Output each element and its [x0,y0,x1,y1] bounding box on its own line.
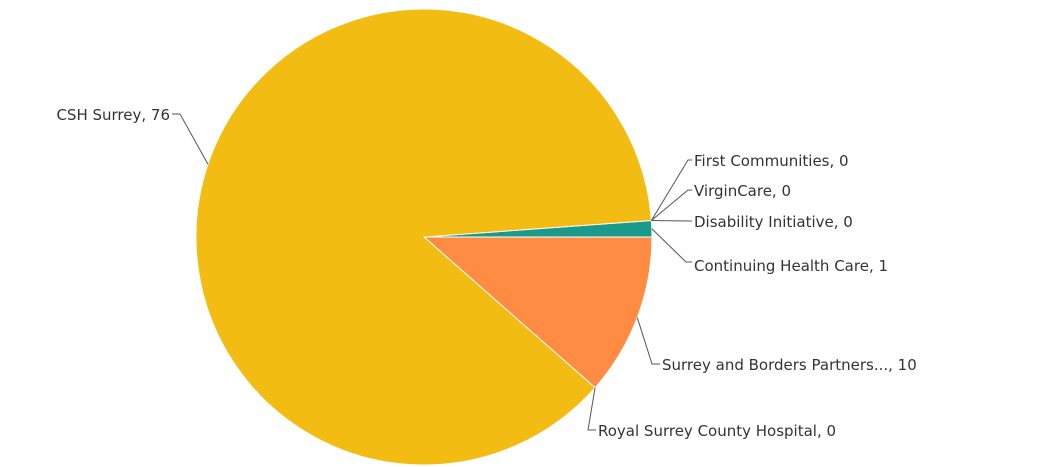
slice-label-first-communities: First Communities, 0 [694,152,849,170]
slice-label-disability-initiative: Disability Initiative, 0 [694,213,853,231]
leader-line-first-communities [650,159,692,221]
pie-slices [195,8,653,466]
slice-label-virgincare: VirginCare, 0 [694,182,791,200]
slice-label-csh-surrey: CSH Surrey, 76 [56,106,170,124]
leader-line-virgincare [651,189,692,221]
pie-slice-surrey-and-borders-partners[interactable] [422,236,653,389]
leader-line-continuing-health-care [651,228,692,263]
slice-label-royal-surrey-county-hospital: Royal Surrey County Hospital, 0 [598,422,836,440]
leader-lines [172,113,692,431]
slice-labels: First Communities, 0 VirginCare, 0 Disabil… [56,106,916,440]
leader-line-surrey-and-borders-partners [636,317,660,365]
leader-line-royal-surrey-county-hospital [587,387,596,431]
slice-label-continuing-health-care: Continuing Health Care, 1 [694,257,888,275]
slice-label-surrey-and-borders-partners: Surrey and Borders Partners..., 10 [662,356,917,374]
leader-line-csh-surrey [172,113,209,165]
